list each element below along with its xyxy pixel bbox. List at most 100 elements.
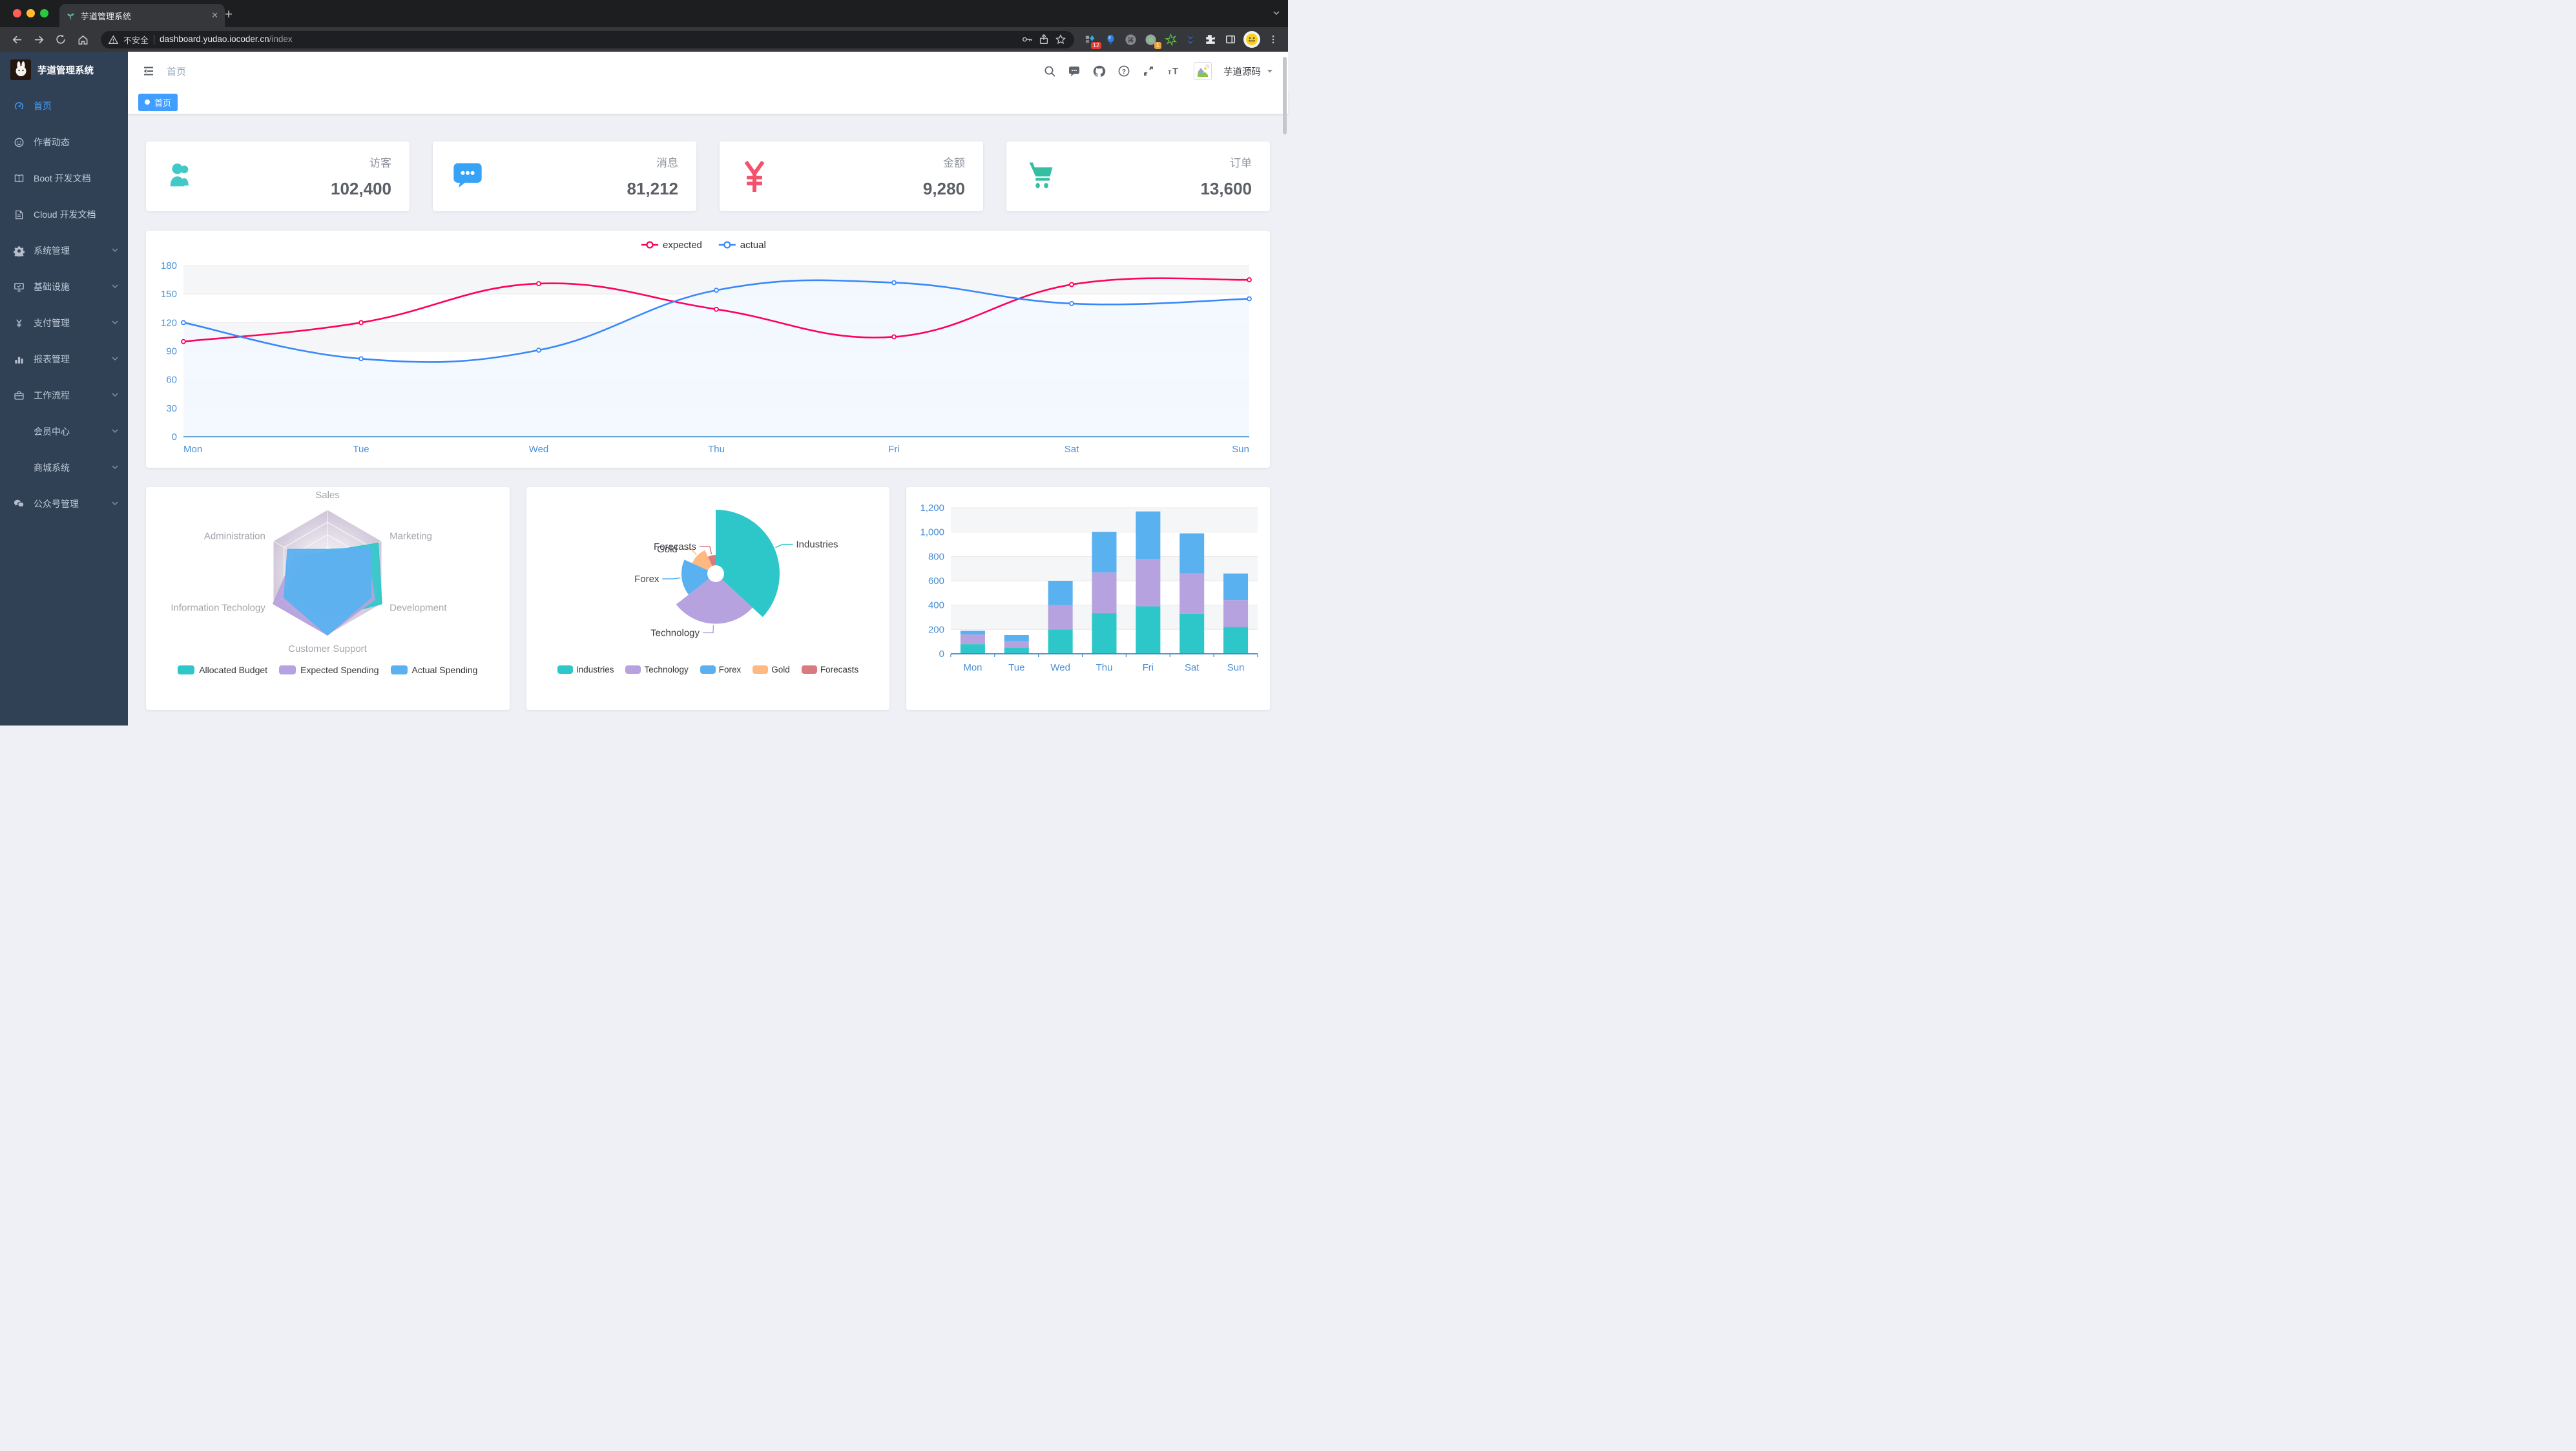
home-button[interactable] — [74, 30, 92, 48]
tag-首页[interactable]: 首页 — [138, 93, 178, 111]
sidebar-item-3[interactable]: Cloud 开发文档 — [0, 196, 128, 233]
page-scrollbar[interactable] — [1283, 57, 1287, 134]
user-menu-caret-icon[interactable] — [1266, 67, 1274, 75]
legend-chip — [557, 665, 573, 674]
breadcrumb: 首页 — [167, 66, 187, 78]
address-bar[interactable]: 不安全 dashboard.yudao.iocoder.cn/index — [101, 30, 1074, 48]
side-panel-icon[interactable] — [1223, 32, 1238, 47]
stat-card-0[interactable]: 访客 102,400 — [146, 141, 410, 211]
new-tab-button[interactable]: + — [224, 7, 233, 22]
window-minimize-button[interactable] — [26, 9, 35, 17]
search-icon[interactable] — [1043, 65, 1056, 78]
sidebar-menu: 首页 作者动态 Boot 开发文档 Cloud 开发文档系统管理基础设施支付管理报表管… — [0, 88, 128, 522]
legend-item-Industries[interactable]: Industries — [557, 665, 614, 674]
extension-recorder-icon[interactable]: 1 — [1143, 32, 1161, 49]
svg-text:Thu: Thu — [708, 444, 725, 455]
legend-item-expected[interactable]: expected — [641, 240, 702, 251]
sidebar-item-6[interactable]: 支付管理 — [0, 305, 128, 341]
legend-item-Gold[interactable]: Gold — [753, 665, 790, 674]
sidebar-item-label: 报表管理 — [34, 354, 70, 364]
window-close-button[interactable] — [13, 9, 21, 17]
sidebar-item-4[interactable]: 系统管理 — [0, 233, 128, 269]
sidebar-item-0[interactable]: 首页 — [0, 88, 128, 124]
legend-chip — [279, 665, 296, 674]
svg-text:Technology: Technology — [650, 627, 700, 638]
svg-text:т: т — [1168, 68, 1172, 76]
svg-text:0: 0 — [939, 649, 944, 660]
extension-evernote-icon[interactable] — [1163, 32, 1178, 47]
tab-close-icon[interactable]: ✕ — [211, 10, 218, 20]
message-icon — [451, 158, 484, 195]
briefcase-icon — [13, 390, 25, 401]
svg-text:150: 150 — [161, 289, 177, 300]
username[interactable]: 芋道源码 — [1223, 67, 1261, 78]
sidebar-item-label: 商城系统 — [34, 463, 70, 473]
url-path: /index — [269, 34, 293, 44]
svg-text:?: ? — [1122, 68, 1126, 76]
sidebar-item-8[interactable]: 工作流程 — [0, 377, 128, 413]
forward-button[interactable] — [30, 30, 48, 48]
sidebar-item-11[interactable]: 公众号管理 — [0, 486, 128, 522]
user-avatar-placeholder[interactable] — [1194, 62, 1212, 80]
legend-chip — [178, 665, 195, 674]
chevron-down-icon — [111, 354, 119, 364]
svg-text:Administration: Administration — [204, 531, 265, 542]
app-logo[interactable]: 芋道管理系统 — [0, 52, 128, 88]
cart-icon — [1024, 158, 1058, 195]
sidebar-item-5[interactable]: 基础设施 — [0, 269, 128, 305]
extension-command-icon[interactable]: ⌘ — [1123, 32, 1137, 47]
budget-radar-chart: Sales Administration Information Techology… — [171, 490, 448, 654]
sidebar-item-7[interactable]: 报表管理 — [0, 341, 128, 377]
message-icon[interactable] — [1068, 65, 1081, 78]
legend-item-Forex[interactable]: Forex — [700, 665, 741, 674]
back-button[interactable] — [8, 30, 26, 48]
logo-avatar — [10, 59, 31, 80]
fullscreen-icon[interactable] — [1142, 65, 1155, 78]
bookmark-star-icon[interactable] — [1055, 34, 1066, 45]
window-zoom-button[interactable] — [40, 9, 48, 17]
browser-menu-icon[interactable] — [1266, 32, 1280, 47]
svg-text:90: 90 — [166, 346, 177, 357]
svg-text:Wed: Wed — [1051, 662, 1071, 673]
sidebar-item-1[interactable]: 作者动态 — [0, 124, 128, 160]
sidebar-item-10[interactable]: 商城系统 — [0, 450, 128, 486]
sidebar-item-label: 系统管理 — [34, 245, 70, 256]
extension-balloon-icon[interactable] — [1103, 32, 1117, 47]
reload-button[interactable] — [52, 30, 70, 48]
svg-text:Sun: Sun — [1232, 444, 1249, 455]
svg-text:Fri: Fri — [1143, 662, 1154, 673]
sidebar-item-label: 支付管理 — [34, 318, 70, 328]
sidebar-collapse-icon[interactable] — [142, 65, 155, 78]
legend-item-Actual Spending[interactable]: Actual Spending — [390, 665, 477, 675]
stat-card-2[interactable]: 金额 9,280 — [720, 141, 983, 211]
browser-tab[interactable]: 芋道管理系统 ✕ — [59, 4, 225, 27]
sidebar-item-9[interactable]: 会员中心 — [0, 413, 128, 450]
profile-avatar[interactable] — [1243, 31, 1260, 48]
svg-text:actual: actual — [740, 240, 766, 251]
help-icon[interactable]: ? — [1117, 65, 1130, 78]
github-icon[interactable] — [1092, 65, 1106, 78]
legend-item-Technology[interactable]: Technology — [625, 665, 689, 674]
security-warning-icon[interactable] — [109, 34, 118, 45]
legend-item-Expected Spending[interactable]: Expected Spending — [279, 665, 379, 675]
legend-item-Allocated Budget[interactable]: Allocated Budget — [178, 665, 267, 675]
svg-text:Thu: Thu — [1096, 662, 1113, 673]
extensions-puzzle-icon[interactable] — [1203, 32, 1218, 47]
legend-item-Forecasts[interactable]: Forecasts — [801, 665, 858, 674]
sidebar-item-2[interactable]: Boot 开发文档 — [0, 160, 128, 196]
password-key-icon[interactable] — [1021, 34, 1033, 45]
extension-tags-icon[interactable]: 12 — [1083, 32, 1101, 49]
stat-card-1[interactable]: 消息 81,212 — [433, 141, 696, 211]
share-icon[interactable] — [1038, 34, 1050, 45]
extension-chevrons-icon[interactable] — [1183, 32, 1198, 47]
legend-chip — [700, 665, 716, 674]
stat-value: 102,400 — [331, 179, 391, 198]
pie-chart-card: Industries Technology Forex Gold Forecasts I… — [526, 487, 890, 710]
dashboard-content: 访客 102,400 消息 81,212 金额 9,280 订单 13,600 0 30 60 90… — [128, 114, 1288, 725]
monitor-icon — [13, 281, 25, 293]
tab-search-chevron-icon[interactable] — [1271, 8, 1282, 21]
legend-item-actual[interactable]: actual — [718, 240, 766, 251]
app-title: 芋道管理系统 — [37, 65, 94, 76]
stat-card-3[interactable]: 订单 13,600 — [1006, 141, 1270, 211]
